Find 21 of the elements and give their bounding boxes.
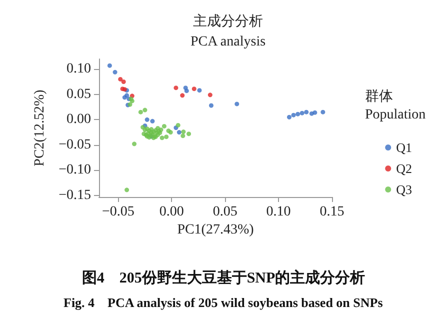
caption: Fig. 4 PCA analysis of 205 wild soybeans based on SNPs (64, 295, 383, 310)
x-tick-label: 0.05 (212, 204, 238, 220)
y-tick-label: −0.05 (58, 137, 91, 152)
legend-label: Q2 (396, 161, 412, 176)
legend-title: 群体 Population (365, 88, 426, 122)
y-tick-label: −0.15 (58, 188, 91, 203)
y-tick-label: −0.10 (58, 162, 91, 178)
legend-label: Q1 (396, 140, 412, 155)
chart-subtitle: PCA analysis (190, 34, 266, 50)
x-axis-title: PC1(27.43%) (177, 222, 254, 238)
y-tick-label: 0.10 (66, 62, 91, 77)
y-tick-label: 0.05 (66, 86, 91, 102)
x-tick-label: 0.00 (159, 204, 184, 220)
legend-label: Q3 (396, 182, 412, 197)
y-tick-label: 0.00 (66, 112, 91, 128)
caption: 图4 205份野生大豆基于SNP的主成分分析 (82, 268, 366, 286)
chart-title: 主成分分析 (193, 14, 263, 30)
x-tick-label: 0.10 (266, 204, 291, 220)
y-axis-title: PC2(12.52%) (32, 89, 48, 166)
x-tick-label: −0.05 (102, 204, 134, 220)
x-tick-label: 0.15 (320, 204, 344, 220)
